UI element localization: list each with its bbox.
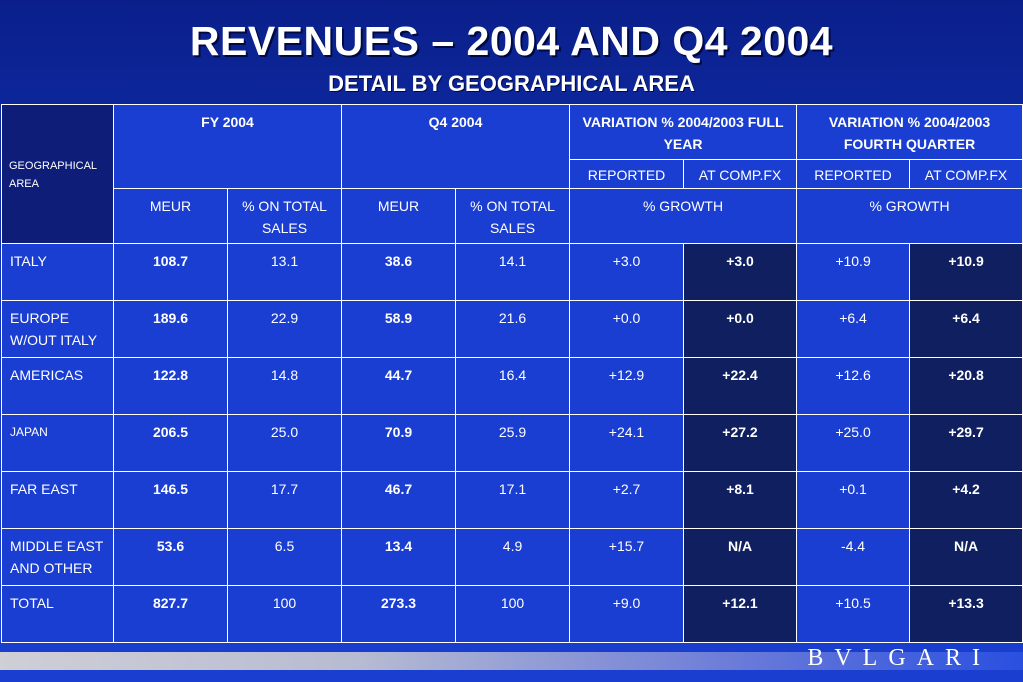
- fy-comp-fx-cell: +3.0: [683, 243, 798, 301]
- q4-2004-header: Q4 2004: [341, 104, 571, 189]
- q4-meur-cell: 46.7: [341, 471, 457, 529]
- q4-reported-header: REPORTED: [796, 159, 911, 189]
- q4-meur-cell: 44.7: [341, 357, 457, 415]
- q4-reported-cell: +0.1: [796, 471, 911, 529]
- fy-pct-cell: 6.5: [226, 528, 343, 586]
- revenue-table: GEOGRAPHICAL AREA FY 2004 Q4 2004 VARIAT…: [1, 104, 1023, 643]
- area-cell: ITALY: [1, 243, 114, 301]
- area-cell: EUROPE W/OUT ITALY: [1, 300, 114, 358]
- fy-reported-cell: +24.1: [569, 414, 685, 472]
- fy-pct-cell: 13.1: [226, 243, 343, 301]
- fy-reported-cell: +9.0: [569, 585, 685, 643]
- footer-gradient-bar: [0, 652, 1023, 670]
- q4-pct-cell: 25.9: [455, 414, 571, 472]
- fy-pct-total-header: % ON TOTAL SALES: [226, 188, 343, 244]
- fy-comp-fx-cell: +27.2: [683, 414, 798, 472]
- fy-pct-cell: 17.7: [226, 471, 343, 529]
- q4-comp-fx-cell: N/A: [909, 528, 1023, 586]
- table-row: TOTAL 827.7 100 273.3 100 +9.0 +12.1 +10.5 +13.3: [1, 585, 1023, 643]
- q4-pct-cell: 100: [455, 585, 571, 643]
- slide-title: REVENUES – 2004 AND Q4 2004: [189, 18, 834, 64]
- q4-reported-cell: -4.4: [796, 528, 911, 586]
- fy-reported-cell: +2.7: [569, 471, 685, 529]
- table-row: FAR EAST 146.5 17.7 46.7 17.1 +2.7 +8.1 +0.1 +4.…: [1, 471, 1023, 529]
- area-cell: MIDDLE EAST AND OTHER: [1, 528, 114, 586]
- area-cell: JAPAN: [1, 414, 114, 472]
- fy-meur-cell: 827.7: [113, 585, 228, 643]
- q4-comp-fx-cell: +20.8: [909, 357, 1023, 415]
- fy-meur-cell: 206.5: [113, 414, 228, 472]
- q4-comp-fx-cell: +13.3: [909, 585, 1023, 643]
- q4-growth-header: % GROWTH: [796, 188, 1023, 244]
- fy-comp-fx-cell: N/A: [683, 528, 798, 586]
- table-row: EUROPE W/OUT ITALY 189.6 22.9 58.9 21.6 +0.0 +…: [1, 300, 1023, 358]
- area-cell: FAR EAST: [1, 471, 114, 529]
- q4-pct-cell: 21.6: [455, 300, 571, 358]
- fy-pct-cell: 22.9: [226, 300, 343, 358]
- fy-meur-cell: 122.8: [113, 357, 228, 415]
- table-row: JAPAN 206.5 25.0 70.9 25.9 +24.1 +27.2 +25.0 +29…: [1, 414, 1023, 472]
- table-row: MIDDLE EAST AND OTHER 53.6 6.5 13.4 4.9 +15.7…: [1, 528, 1023, 586]
- table-row: AMERICAS 122.8 14.8 44.7 16.4 +12.9 +22.4 +12.6…: [1, 357, 1023, 415]
- area-cell: AMERICAS: [1, 357, 114, 415]
- q4-comp-fx-header: AT COMP.FX: [909, 159, 1023, 189]
- q4-pct-cell: 16.4: [455, 357, 571, 415]
- fy-meur-header: MEUR: [113, 188, 228, 244]
- header-row-1: GEOGRAPHICAL AREA FY 2004 Q4 2004 VARIAT…: [1, 104, 1023, 244]
- table-row: ITALY 108.7 13.1 38.6 14.1 +3.0 +3.0 +10.9 +10.9: [1, 243, 1023, 301]
- fy-comp-fx-cell: +12.1: [683, 585, 798, 643]
- q4-comp-fx-cell: +10.9: [909, 243, 1023, 301]
- q4-meur-cell: 70.9: [341, 414, 457, 472]
- geographical-area-header: GEOGRAPHICAL AREA: [1, 104, 114, 244]
- bvlgari-logo: BVLGARI: [807, 645, 991, 671]
- fy-2004-header: FY 2004: [112, 104, 343, 189]
- fy-reported-cell: +3.0: [569, 243, 685, 301]
- slide-subtitle: DETAIL BY GEOGRAPHICAL AREA: [328, 71, 695, 96]
- fy-pct-cell: 14.8: [226, 357, 343, 415]
- q4-reported-cell: +10.5: [796, 585, 911, 643]
- q4-pct-cell: 14.1: [455, 243, 571, 301]
- q4-comp-fx-cell: +6.4: [909, 300, 1023, 358]
- fy-growth-header: % GROWTH: [569, 188, 798, 244]
- q4-pct-cell: 4.9: [455, 528, 571, 586]
- fy-comp-fx-header: AT COMP.FX: [683, 159, 798, 189]
- q4-comp-fx-cell: +4.2: [909, 471, 1023, 529]
- fy-meur-cell: 189.6: [113, 300, 228, 358]
- fy-comp-fx-cell: +8.1: [683, 471, 798, 529]
- fy-reported-cell: +15.7: [569, 528, 685, 586]
- footer-band: [0, 670, 1023, 682]
- area-cell: TOTAL: [1, 585, 114, 643]
- q4-pct-cell: 17.1: [455, 471, 571, 529]
- q4-meur-cell: 38.6: [341, 243, 457, 301]
- variation-fy-header: VARIATION % 2004/2003 FULL YEAR: [569, 104, 798, 160]
- q4-reported-cell: +12.6: [796, 357, 911, 415]
- fy-pct-cell: 100: [226, 585, 343, 643]
- fy-comp-fx-cell: +0.0: [683, 300, 798, 358]
- q4-meur-cell: 273.3: [341, 585, 457, 643]
- fy-comp-fx-cell: +22.4: [683, 357, 798, 415]
- fy-meur-cell: 146.5: [113, 471, 228, 529]
- fy-meur-cell: 108.7: [113, 243, 228, 301]
- q4-meur-cell: 58.9: [341, 300, 457, 358]
- variation-q4-header: VARIATION % 2004/2003 FOURTH QUARTER: [796, 104, 1023, 160]
- q4-comp-fx-cell: +29.7: [909, 414, 1023, 472]
- q4-reported-cell: +10.9: [796, 243, 911, 301]
- fy-reported-cell: +0.0: [569, 300, 685, 358]
- q4-meur-header: MEUR: [341, 188, 457, 244]
- fy-reported-header: REPORTED: [569, 159, 685, 189]
- fy-pct-cell: 25.0: [226, 414, 343, 472]
- q4-meur-cell: 13.4: [341, 528, 457, 586]
- q4-reported-cell: +6.4: [796, 300, 911, 358]
- fy-reported-cell: +12.9: [569, 357, 685, 415]
- q4-pct-total-header: % ON TOTAL SALES: [455, 188, 571, 244]
- header-row-3: MEUR % ON TOTAL SALES MEUR % ON TOTAL SA…: [2, 188, 1023, 244]
- fy-meur-cell: 53.6: [113, 528, 228, 586]
- q4-reported-cell: +25.0: [796, 414, 911, 472]
- header-row-2: REPORTED AT COMP.FX REPORTED AT COMP.FX: [2, 159, 1023, 189]
